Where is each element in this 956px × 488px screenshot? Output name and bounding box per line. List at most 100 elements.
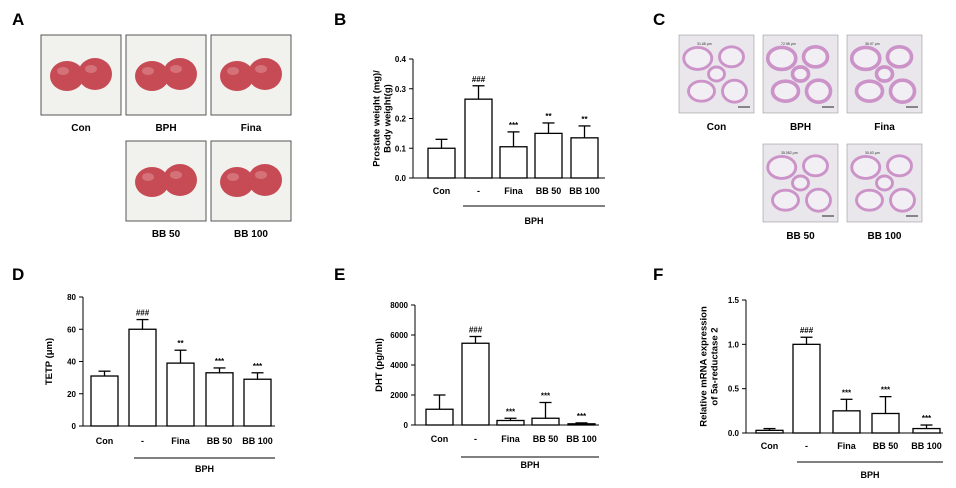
group-label: BPH	[524, 216, 543, 226]
gland-lumen	[885, 45, 914, 69]
significance-label: ***	[842, 388, 852, 397]
category-label: -	[474, 434, 477, 444]
tissue-lobe-right	[248, 164, 282, 196]
chart-e: 0 2000 4000 6000 8000 DHT (pg/ml) Con ### - *** Fi…	[374, 301, 599, 470]
gland-lumen	[874, 65, 895, 83]
tissue-photo-4: BB 100	[210, 140, 292, 240]
group-label: BPH	[195, 464, 214, 474]
bar	[128, 328, 157, 427]
significance-label: **	[177, 339, 184, 348]
photo-label-0: Con	[71, 123, 90, 134]
gland-lumen	[791, 174, 810, 192]
significance-label: ***	[541, 392, 551, 401]
category-label: Fina	[171, 436, 190, 446]
tissue-highlight	[255, 171, 267, 179]
bar	[464, 98, 493, 179]
significance-label: ***	[577, 412, 587, 421]
tissue-highlight	[170, 171, 182, 179]
panel-letter-a: A	[12, 10, 25, 29]
gland-lumen	[765, 45, 798, 72]
gland-lumen	[854, 79, 885, 103]
histology-label-1: BPH	[790, 122, 811, 133]
y-tick-label: 0.2	[395, 115, 407, 124]
category-label: BB 50	[536, 186, 562, 196]
gland-lumen	[804, 78, 833, 104]
y-tick-label: 2000	[390, 391, 408, 400]
y-tick-label: 1.5	[728, 296, 740, 305]
gland-lumen	[721, 78, 748, 104]
y-tick-label: 0.4	[395, 55, 407, 64]
category-label: Con	[431, 434, 449, 444]
tissue-photo-1: BPH	[125, 34, 207, 134]
histology-label-3: BB 50	[786, 231, 815, 242]
histology-image-4: 30.63 μm BB 100	[846, 143, 923, 242]
tissue-highlight	[142, 67, 154, 75]
y-tick-label: 0.0	[728, 429, 740, 438]
gland-lumen	[886, 154, 913, 178]
bar	[792, 343, 821, 434]
gland-lumen	[707, 65, 726, 83]
gland-lumen	[805, 187, 832, 213]
bar	[205, 372, 234, 427]
category-label: BB 50	[207, 436, 233, 446]
tissue-highlight	[227, 67, 239, 75]
category-label: Con	[761, 441, 779, 451]
histology-image-3: 35.082 μm BB 50	[762, 143, 839, 242]
photo-label-2: Fina	[241, 123, 262, 134]
bar	[755, 429, 784, 434]
tissue-lobe-right	[248, 58, 282, 90]
bar	[427, 147, 456, 179]
bar	[871, 412, 900, 434]
gland-lumen	[850, 154, 882, 180]
panel-letter-f: F	[653, 265, 664, 284]
y-tick-label: 4000	[390, 361, 408, 370]
gland-lumen	[771, 188, 800, 212]
y-tick-label: 6000	[390, 331, 408, 340]
bar	[832, 410, 861, 434]
y-axis-label: Relative mRNA expression	[699, 306, 710, 427]
y-tick-label: 1.0	[728, 340, 740, 349]
y-tick-label: 8000	[390, 301, 408, 310]
y-tick-label: 0.5	[728, 385, 740, 394]
significance-label: **	[581, 115, 588, 124]
gland-lumen	[766, 154, 798, 180]
tissue-photo-3: BB 50	[125, 140, 207, 240]
measure-label-4: 30.63 μm	[865, 151, 880, 155]
significance-label: ***	[215, 357, 225, 366]
significance-label: ***	[922, 414, 932, 423]
bar	[534, 132, 563, 179]
photo-label-4: BB 100	[234, 229, 268, 240]
histology-label-0: Con	[707, 122, 726, 133]
panel-letter-e: E	[334, 265, 346, 284]
gland-lumen	[802, 154, 829, 178]
gland-lumen	[875, 174, 894, 192]
photo-label-3: BB 50	[152, 229, 181, 240]
y-axis-label: TETP (μm)	[44, 338, 55, 385]
tissue-highlight	[85, 65, 97, 73]
significance-label: ***	[253, 362, 263, 371]
category-label: Fina	[504, 186, 523, 196]
gland-lumen	[682, 45, 714, 71]
gland-lumen	[801, 45, 830, 69]
measure-label-0: 31.68 μm	[697, 42, 712, 46]
panel-letter-b: B	[334, 10, 347, 29]
tissue-highlight	[170, 65, 182, 73]
y-tick-label: 80	[67, 293, 76, 302]
measure-label-3: 35.082 μm	[781, 151, 798, 155]
category-label: BB 100	[566, 434, 597, 444]
category-label: Con	[96, 436, 114, 446]
tissue-highlight	[227, 173, 239, 181]
gland-lumen	[790, 65, 811, 83]
histology-image-1: 72.98 μm BPH	[762, 34, 839, 133]
group-label: BPH	[520, 460, 539, 470]
category-label: BB 100	[242, 436, 273, 446]
tissue-highlight	[255, 65, 267, 73]
panel-letter-c: C	[653, 10, 666, 29]
category-label: BB 100	[569, 186, 600, 196]
gland-lumen	[889, 187, 916, 213]
significance-label: **	[545, 112, 552, 121]
significance-label: ###	[472, 75, 486, 84]
bar	[166, 362, 195, 427]
bar	[567, 423, 596, 426]
panel-letter-d: D	[12, 265, 25, 284]
